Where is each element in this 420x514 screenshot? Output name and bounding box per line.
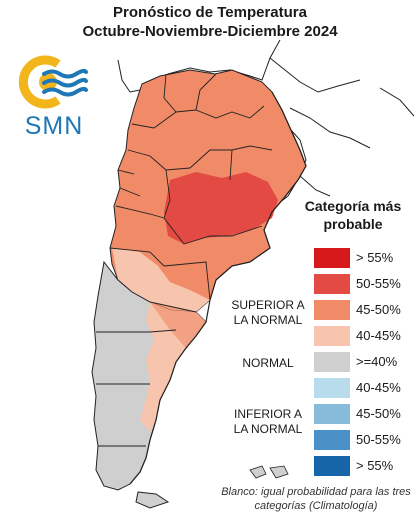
title-line-1: Pronóstico de Temperatura: [113, 4, 307, 21]
legend-group-normal: NORMAL: [242, 356, 294, 370]
smn-sun-waves-icon: [18, 55, 88, 109]
legend-swatch-above-50-55: [314, 274, 350, 294]
legend-swatch-above-40-45: [314, 326, 350, 346]
neighbor-borders: [117, 39, 415, 211]
legend-swatch-above-45-50: [314, 300, 350, 320]
region-patagonia: [91, 260, 207, 491]
legend-swatch-normal: [314, 352, 350, 372]
legend-label-below-45-50: 45-50%: [356, 406, 401, 421]
province-borders: [96, 73, 273, 447]
legend-label-above-50-55: 50-55%: [356, 276, 401, 291]
legend-swatch-above-55: [314, 248, 350, 268]
climatology-note: Blanco: igual probabilidad para las tres…: [221, 486, 411, 512]
smn-logo-text: SMN: [24, 112, 84, 140]
legend-swatch-below-50-55: [314, 430, 350, 450]
legend-label-below-55: > 55%: [356, 458, 394, 473]
legend-label-normal: >=40%: [356, 354, 398, 369]
map-title: Pronóstico de Temperatura Octubre-Noviem…: [0, 3, 420, 41]
legend-label-above-45-50: 45-50%: [356, 302, 401, 317]
region-north-center: [109, 69, 307, 313]
legend-title: Categoría más probable: [304, 198, 402, 232]
legend-label-above-55: > 55%: [356, 250, 394, 265]
smn-logo: SMN: [14, 52, 94, 142]
legend-label-below-50-55: 50-55%: [356, 432, 401, 447]
legend-swatch-below-40-45: [314, 378, 350, 398]
legend-group-below: INFERIOR A LA NORMAL: [233, 407, 303, 436]
legend-group-above: SUPERIOR A LA NORMAL: [231, 298, 305, 327]
region-tierra-del-fuego: [135, 491, 170, 509]
islas-malvinas: [249, 465, 289, 479]
atlantic-coastline: [129, 91, 307, 485]
legend-label-above-40-45: 40-45%: [356, 328, 401, 343]
legend-swatch-below-45-50: [314, 404, 350, 424]
legend-label-below-40-45: 40-45%: [356, 380, 401, 395]
title-line-2: Octubre-Noviembre-Diciembre 2024: [82, 23, 338, 40]
legend-swatch-below-55: [314, 456, 350, 476]
